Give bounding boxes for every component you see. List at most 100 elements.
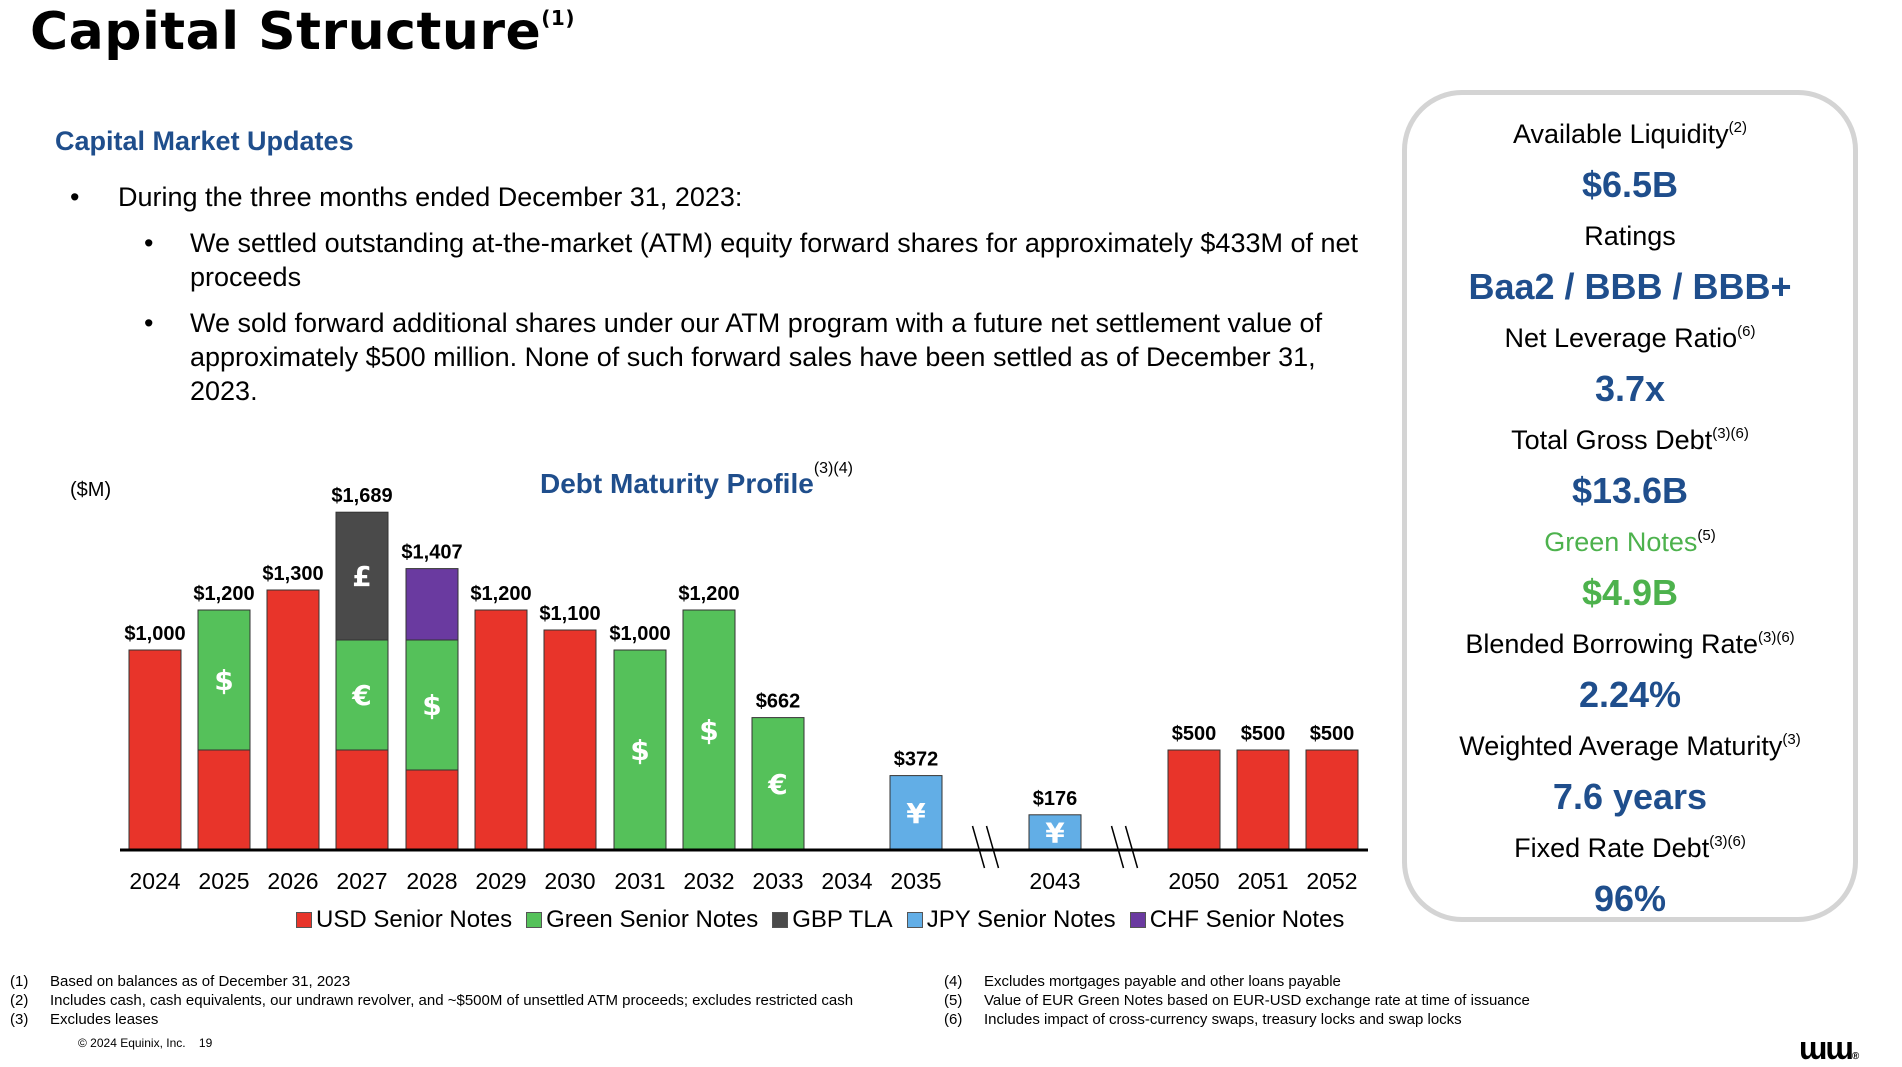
bar-2028-green-senior-notes bbox=[405, 639, 459, 771]
legend-item: GBP TLA bbox=[772, 906, 893, 934]
x-tick-2028: 2028 bbox=[406, 868, 457, 894]
data-label-2024: $1,000 bbox=[124, 623, 185, 645]
footnote: (3) Excludes leases bbox=[10, 1010, 853, 1029]
x-tick-2032: 2032 bbox=[683, 868, 734, 894]
currency-symbol-2031: $ bbox=[630, 734, 649, 767]
metric-label: Fixed Rate Debt(3)(6) bbox=[1514, 833, 1746, 863]
bar-2028-chf-senior-notes bbox=[405, 568, 459, 641]
x-tick-2043: 2043 bbox=[1029, 868, 1080, 894]
footnotes-right: (4) Excludes mortgages payable and other … bbox=[944, 972, 1530, 1029]
bar-2051-usd-senior-notes bbox=[1236, 749, 1290, 851]
footnote: (2) Includes cash, cash equivalents, our … bbox=[10, 991, 853, 1010]
x-tick-2050: 2050 bbox=[1168, 868, 1219, 894]
x-tick-2026: 2026 bbox=[267, 868, 318, 894]
x-tick-2030: 2030 bbox=[544, 868, 595, 894]
currency-symbol-2027: € bbox=[351, 679, 371, 712]
x-tick-2024: 2024 bbox=[129, 868, 180, 894]
legend-swatch bbox=[1129, 912, 1146, 928]
metric-value: $6.5B bbox=[1581, 164, 1679, 205]
footnote-text: Excludes leases bbox=[50, 1011, 159, 1028]
data-label-2052: $500 bbox=[1310, 723, 1355, 745]
legend-item: USD Senior Notes bbox=[296, 906, 512, 934]
footnote: (4) Excludes mortgages payable and other … bbox=[944, 972, 1530, 991]
data-label-2051: $500 bbox=[1241, 723, 1286, 745]
legend-swatch bbox=[772, 912, 789, 928]
currency-symbol-2043: ¥ bbox=[1045, 816, 1065, 849]
legend-swatch bbox=[906, 912, 923, 928]
footnote-number: (3) bbox=[10, 1011, 29, 1028]
unit-label: ($M) bbox=[70, 479, 112, 501]
x-tick-2052: 2052 bbox=[1306, 868, 1357, 894]
debt-maturity-chart: $1,000 2024 $1,200 2025 $1,300 2026 $1,689 2027… bbox=[120, 485, 1368, 894]
metric-label: Available Liquidity(2) bbox=[1513, 119, 1747, 149]
data-label-2025: $1,200 bbox=[193, 583, 254, 605]
x-tick-2034: 2034 bbox=[821, 868, 872, 894]
metric-label: Total Gross Debt(3)(6) bbox=[1511, 425, 1749, 455]
x-tick-2031: 2031 bbox=[614, 868, 665, 894]
metric-label: Ratings bbox=[1584, 221, 1676, 251]
currency-symbol-2033: € bbox=[767, 768, 787, 801]
metric-label: Net Leverage Ratio(6) bbox=[1504, 323, 1756, 353]
metric-label: Green Notes(5) bbox=[1544, 527, 1716, 557]
page-title: Capital Structure(1) bbox=[30, 2, 575, 62]
footnote-text: Excludes mortgages payable and other loa… bbox=[984, 973, 1341, 990]
metrics-panel: Available Liquidity(2) $6.5B Ratings Baa2 /… bbox=[1402, 90, 1858, 922]
bullet-main: During the three months ended December 3… bbox=[70, 180, 1370, 214]
data-label-2050: $500 bbox=[1172, 723, 1217, 745]
chart-title: Debt Maturity Profile(3)(4) bbox=[540, 460, 853, 499]
bar-2043-jpy-senior-notes bbox=[1028, 814, 1082, 851]
x-tick-2029: 2029 bbox=[475, 868, 526, 894]
currency-symbol-2027: £ bbox=[352, 560, 371, 593]
bar-2028-usd-senior-notes bbox=[405, 769, 459, 851]
bar-2050-usd-senior-notes bbox=[1167, 749, 1221, 851]
axis-break-mark bbox=[1110, 825, 1125, 869]
metric-label: Blended Borrowing Rate(3)(6) bbox=[1465, 629, 1795, 659]
legend-label: GBP TLA bbox=[792, 906, 893, 933]
data-label-2032: $1,200 bbox=[678, 583, 739, 605]
bar-2031-green-senior-notes bbox=[613, 649, 667, 851]
metric-label: Weighted Average Maturity(3) bbox=[1459, 731, 1801, 761]
currency-symbol-2025: $ bbox=[214, 664, 233, 697]
footnote-text: Includes cash, cash equivalents, our und… bbox=[50, 992, 854, 1009]
footnote-number: (1) bbox=[10, 973, 29, 990]
equinix-logo: ɯɯ® bbox=[1799, 1030, 1859, 1066]
footnote-number: (4) bbox=[944, 973, 963, 990]
legend-item: Green Senior Notes bbox=[526, 906, 758, 934]
metric-value: 3.7x bbox=[1594, 368, 1666, 409]
data-label-2043: $176 bbox=[1033, 788, 1078, 810]
legend-label: JPY Senior Notes bbox=[926, 906, 1116, 933]
copyright: © 2024 Equinix, Inc. 19 bbox=[78, 1036, 213, 1050]
legend-swatch bbox=[526, 912, 543, 928]
footnote-text: Value of EUR Green Notes based on EUR-US… bbox=[984, 992, 1530, 1009]
bar-2024-usd-senior-notes bbox=[128, 649, 182, 851]
metric-value: 7.6 years bbox=[1552, 776, 1708, 817]
bullet-sub-2: We sold forward additional shares under … bbox=[70, 306, 1370, 408]
legend-label: USD Senior Notes bbox=[316, 906, 513, 933]
footnote-number: (6) bbox=[944, 1011, 963, 1028]
data-label-2033: $662 bbox=[756, 691, 801, 713]
axis-break-mark bbox=[971, 825, 986, 869]
bar-2027-usd-senior-notes bbox=[335, 749, 389, 851]
axis-break-mark bbox=[1124, 825, 1139, 869]
footnote-text: Includes impact of cross-currency swaps,… bbox=[984, 1011, 1462, 1028]
x-tick-2035: 2035 bbox=[890, 868, 941, 894]
bar-2027-green-senior-notes bbox=[335, 639, 389, 751]
data-label-2030: $1,100 bbox=[539, 603, 600, 625]
footnote-number: (2) bbox=[10, 992, 29, 1009]
bar-2033-green-senior-notes bbox=[751, 717, 805, 851]
footnote: (5) Value of EUR Green Notes based on EUR… bbox=[944, 991, 1530, 1010]
data-label-2031: $1,000 bbox=[609, 623, 670, 645]
bar-2029-usd-senior-notes bbox=[474, 609, 528, 851]
bullet-sub-1: We settled outstanding at-the-market (AT… bbox=[70, 226, 1370, 294]
currency-symbol-2035: ¥ bbox=[906, 797, 926, 830]
legend-swatch bbox=[296, 912, 312, 928]
bar-2025-green-senior-notes bbox=[197, 609, 251, 751]
footnotes-left: (1) Based on balances as of December 31, … bbox=[10, 972, 853, 1029]
metric-value: $4.9B bbox=[1581, 572, 1679, 613]
legend-label: Green Senior Notes bbox=[546, 906, 759, 933]
metric-value: 96% bbox=[1593, 878, 1667, 919]
legend-item: CHF Senior Notes bbox=[1129, 906, 1344, 934]
bar-2027-gbp-tla bbox=[335, 511, 389, 641]
metric-value: 2.24% bbox=[1578, 674, 1682, 715]
x-tick-2033: 2033 bbox=[752, 868, 803, 894]
